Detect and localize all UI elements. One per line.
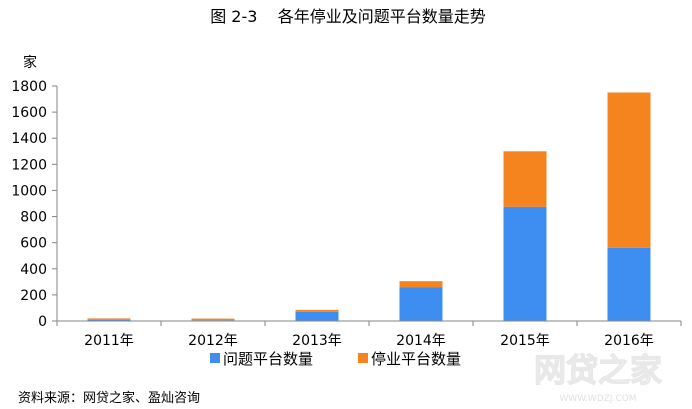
legend-swatch-closed-platforms (358, 353, 368, 363)
y-tick-label: 1600 (11, 105, 47, 121)
legend-label-problem-platforms: 问题平台数量 (223, 350, 313, 368)
y-tick-label: 400 (20, 262, 47, 278)
x-tick-label: 2011年 (84, 333, 134, 349)
y-tick-label: 800 (20, 210, 47, 226)
y-tick-label: 0 (38, 314, 47, 330)
plot-area: 0 200 400 600 800 1000 1200 1400 1600 1800 2011年 20… (11, 79, 682, 349)
x-tick-label: 2014年 (396, 333, 446, 349)
chart-title: 图 2-3 各年停业及问题平台数量走势 (210, 7, 486, 26)
y-tick-label: 1200 (11, 157, 47, 173)
bar-closed-platforms (399, 281, 443, 288)
y-tick-label: 1000 (11, 183, 47, 199)
x-tick-label: 2012年 (188, 333, 238, 349)
bar-problem-platforms (399, 287, 443, 321)
legend-swatch-problem-platforms (210, 353, 220, 363)
watermark-logo: 网贷之家 WWW.WDZJ.COM (533, 350, 662, 404)
watermark-subtext: WWW.WDZJ.COM (559, 394, 636, 404)
y-tick-label: 1800 (11, 79, 47, 95)
bar-closed-platforms (191, 318, 235, 321)
bar-closed-platforms (607, 92, 651, 248)
y-tick-label: 1400 (11, 131, 47, 147)
bar-closed-platforms (295, 309, 339, 312)
bar-problem-platforms (87, 319, 131, 321)
bar-closed-platforms (503, 151, 547, 207)
x-tick-label: 2013年 (292, 333, 342, 349)
bar-problem-platforms (503, 206, 547, 321)
watermark-text: 网贷之家 (534, 351, 662, 389)
y-tick-label: 600 (20, 236, 47, 252)
legend: 问题平台数量 停业平台数量 (210, 350, 461, 368)
y-axis-unit-label: 家 (23, 54, 37, 71)
y-tick-label: 200 (20, 288, 47, 304)
bar-problem-platforms (295, 311, 339, 321)
legend-label-closed-platforms: 停业平台数量 (371, 350, 461, 368)
x-tick-label: 2016年 (604, 333, 654, 349)
source-note: 资料来源：网贷之家、盈灿咨询 (18, 390, 200, 406)
x-tick-label: 2015年 (500, 333, 550, 349)
bar-closed-platforms (87, 318, 131, 320)
bar-problem-platforms (607, 247, 651, 321)
